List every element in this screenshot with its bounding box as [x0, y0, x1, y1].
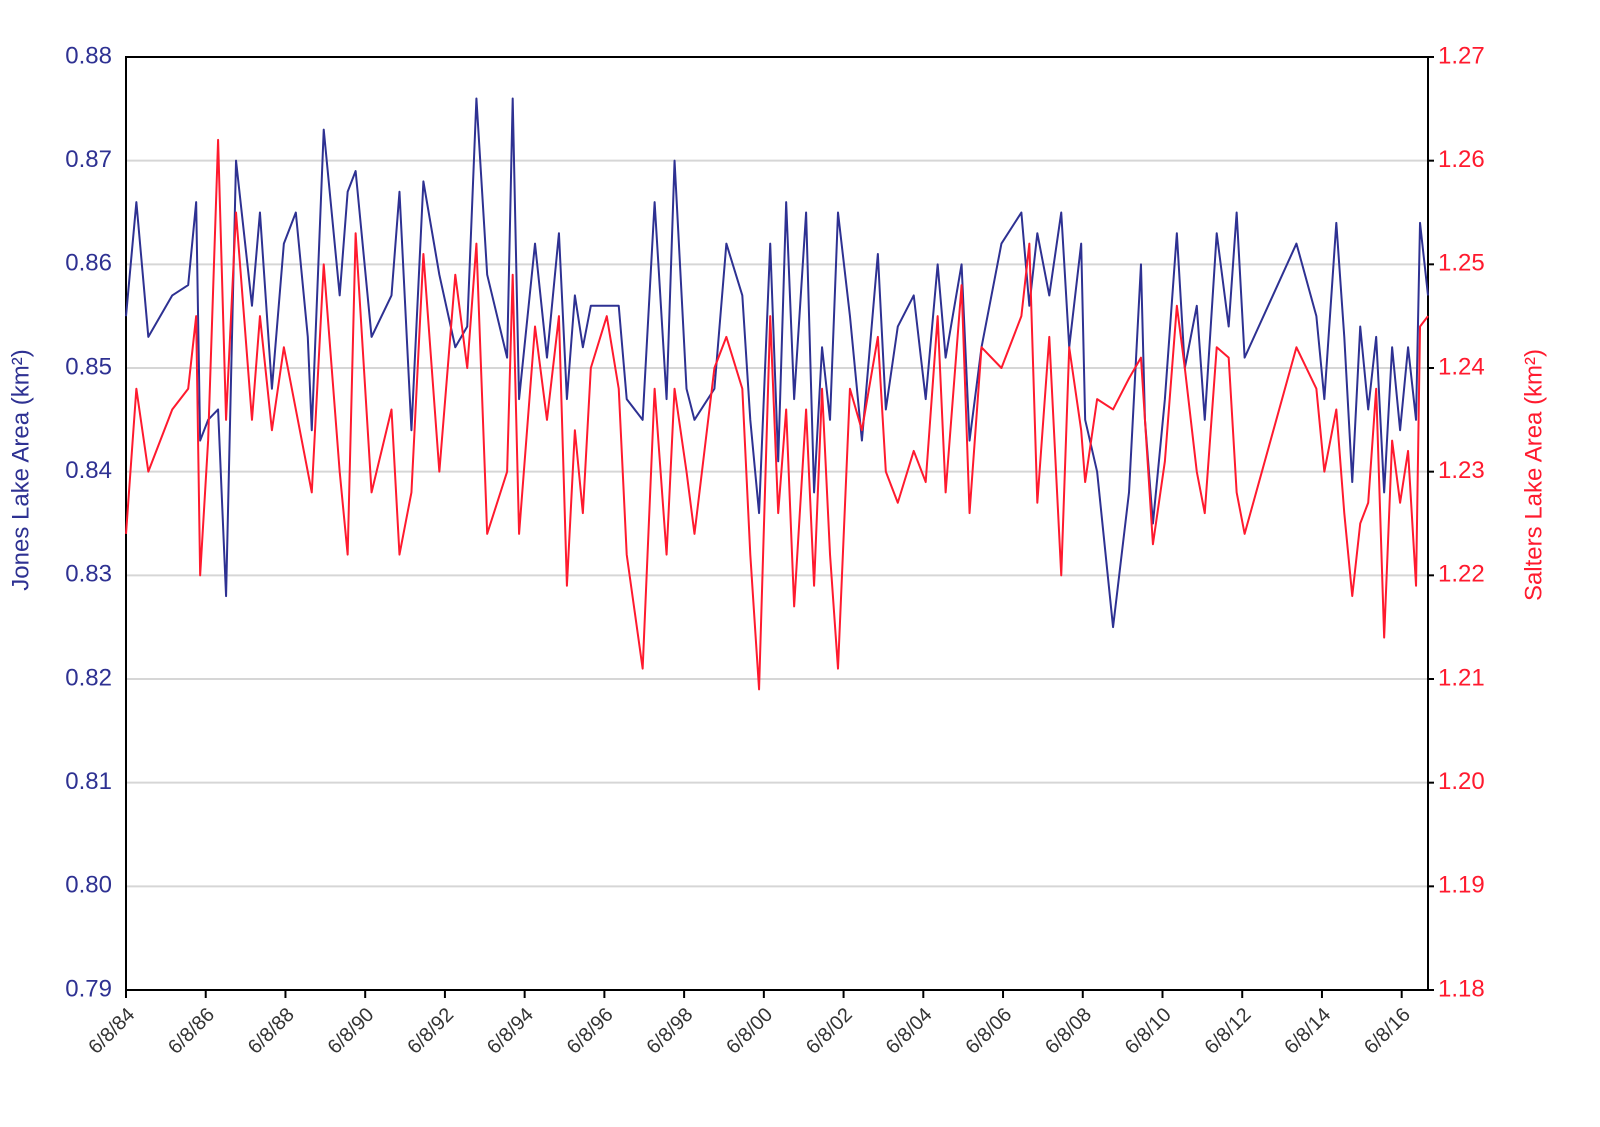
y-tick-label: 0.85 [65, 353, 112, 380]
y2-tick-label: 1.23 [1438, 457, 1485, 484]
x-tick-label: 6/8/98 [643, 1004, 698, 1059]
y2-tick-label: 1.24 [1438, 353, 1485, 380]
y2-tick-label: 1.19 [1438, 872, 1485, 899]
x-tick-label: 6/8/02 [802, 1004, 857, 1059]
y-tick-label: 0.86 [65, 250, 112, 277]
y2-tick-label: 1.22 [1438, 561, 1485, 588]
y-tick-label: 0.88 [65, 42, 112, 69]
y2-tick-label: 1.27 [1438, 42, 1485, 69]
y-tick-label: 0.83 [65, 561, 112, 588]
x-tick-label: 6/8/06 [961, 1004, 1016, 1059]
y-tick-label: 0.80 [65, 872, 112, 899]
x-tick-label: 6/8/14 [1280, 1004, 1335, 1059]
data-line [125, 97, 1429, 629]
x-tick-label: 6/8/12 [1201, 1004, 1256, 1059]
y-tick-label: 0.84 [65, 457, 112, 484]
data-line [125, 138, 1429, 691]
x-tick-label: 6/8/08 [1041, 1004, 1096, 1059]
y2-tick-label: 1.20 [1438, 768, 1485, 795]
x-tick-label: 6/8/96 [563, 1004, 618, 1059]
x-tick-label: 6/8/16 [1360, 1004, 1415, 1059]
y2-tick-label: 1.18 [1438, 975, 1485, 1002]
y-tick-label: 0.87 [65, 146, 112, 173]
y2-tick-label: 1.26 [1438, 146, 1485, 173]
y2-axis-label: Salters Lake Area (km²) [1520, 349, 1547, 601]
y-tick-label: 0.81 [65, 768, 112, 795]
y-axis-label: Jones Lake Area (km²) [7, 349, 34, 590]
y-tick-label: 0.82 [65, 664, 112, 691]
x-tick-label: 6/8/92 [403, 1004, 458, 1059]
x-tick-label: 6/8/10 [1121, 1004, 1176, 1059]
y2-tick-label: 1.25 [1438, 250, 1485, 277]
x-tick-label: 6/8/94 [483, 1004, 538, 1059]
x-tick-label: 6/8/00 [722, 1004, 777, 1059]
x-tick-label: 6/8/90 [324, 1004, 379, 1059]
y-tick-label: 0.79 [65, 975, 112, 1002]
y2-tick-label: 1.21 [1438, 664, 1485, 691]
x-tick-label: 6/8/86 [164, 1004, 219, 1059]
x-tick-label: 6/8/04 [882, 1004, 937, 1059]
x-tick-label: 6/8/84 [84, 1004, 139, 1059]
x-tick-label: 6/8/88 [244, 1004, 299, 1059]
